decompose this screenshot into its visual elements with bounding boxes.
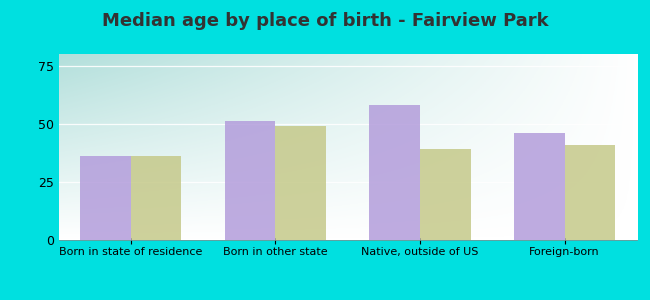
Text: Median age by place of birth - Fairview Park: Median age by place of birth - Fairview …	[101, 12, 549, 30]
Bar	[131, 156, 181, 240]
Bar	[420, 149, 471, 240]
Bar	[565, 145, 616, 240]
Bar	[369, 105, 420, 240]
Bar	[80, 156, 131, 240]
Bar	[276, 126, 326, 240]
Bar	[514, 133, 565, 240]
Bar	[225, 122, 276, 240]
